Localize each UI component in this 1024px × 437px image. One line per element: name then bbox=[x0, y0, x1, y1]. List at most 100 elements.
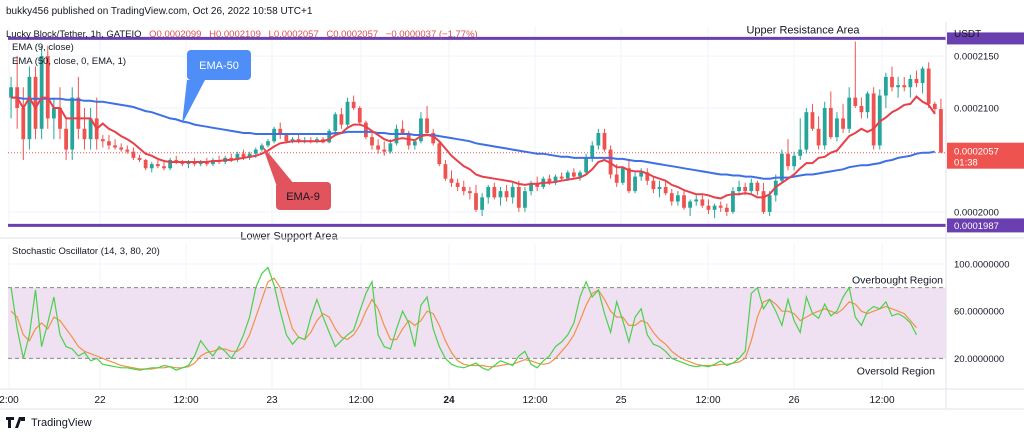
candle-body bbox=[259, 145, 264, 150]
candle-body bbox=[902, 85, 907, 88]
candle-body bbox=[76, 97, 81, 129]
candle-body bbox=[651, 180, 656, 190]
candle-body bbox=[327, 130, 332, 143]
currency-label: USDT bbox=[954, 29, 981, 40]
last-price-countdown: 01:38 bbox=[954, 158, 978, 169]
candle-body bbox=[792, 155, 797, 167]
candle-body bbox=[425, 118, 429, 133]
candle-body bbox=[113, 145, 117, 148]
candle-body bbox=[841, 118, 845, 129]
candle-body bbox=[290, 139, 295, 142]
upper-resistance-label: Upper Resistance Area bbox=[746, 24, 860, 36]
candle-body bbox=[859, 105, 864, 113]
ema9-callout-pointer bbox=[262, 145, 294, 184]
candle-body bbox=[767, 195, 772, 212]
candle-body bbox=[443, 164, 448, 179]
candle-body bbox=[100, 139, 105, 142]
stoch-band bbox=[8, 287, 946, 359]
footer[interactable]: TradingView bbox=[6, 414, 92, 432]
high-value: H0.0002109 bbox=[209, 29, 261, 40]
candle-body bbox=[388, 143, 393, 152]
candle-body bbox=[614, 174, 619, 183]
candle-body bbox=[186, 162, 191, 165]
footer-brand: TradingView bbox=[31, 417, 92, 429]
symbol-line: Lucky Block/Tether, 1h, GATEIO O0.000209… bbox=[6, 29, 478, 40]
ema9-line bbox=[11, 95, 936, 200]
candle-body bbox=[865, 93, 870, 113]
axes: 0.0002150 0.0002100 0.0002000 0.000205701:3… bbox=[0, 22, 1024, 410]
candle-body bbox=[724, 207, 729, 212]
candle-body bbox=[523, 191, 527, 208]
candle-body bbox=[168, 159, 173, 169]
candle-body bbox=[241, 153, 246, 158]
stoch-tick-label: 20.0000000 bbox=[954, 354, 1004, 365]
candle-body bbox=[351, 101, 356, 109]
candle-body bbox=[700, 199, 705, 206]
candle-body bbox=[835, 118, 839, 138]
lower-support-label: Lower Support Area bbox=[240, 230, 338, 242]
last-price-value: 0.0002057 bbox=[954, 147, 999, 158]
candle-body bbox=[627, 168, 631, 192]
candle-body bbox=[804, 112, 809, 150]
candle-body bbox=[58, 108, 62, 129]
candle-body bbox=[761, 191, 766, 212]
candle-body bbox=[9, 87, 13, 98]
candle-body bbox=[639, 172, 644, 177]
candle-body bbox=[559, 176, 564, 179]
candle-body bbox=[419, 118, 423, 142]
candle-body bbox=[939, 109, 943, 153]
candle-body bbox=[82, 128, 87, 140]
candle-body bbox=[211, 159, 215, 165]
candle-body bbox=[633, 176, 637, 192]
candle-body bbox=[718, 205, 723, 208]
tradingview-logo-icon bbox=[6, 417, 25, 428]
candle-body bbox=[431, 132, 436, 144]
candle-body bbox=[155, 164, 160, 167]
candle-body bbox=[296, 139, 301, 142]
time-tick-label: 2:00 bbox=[0, 395, 19, 406]
candle-body bbox=[143, 159, 148, 169]
candle-body bbox=[510, 186, 515, 198]
oversold-label: Oversold Region bbox=[857, 365, 935, 377]
close-value: C0.0002057 bbox=[326, 29, 378, 40]
candle-body bbox=[712, 205, 717, 210]
candle-body bbox=[737, 186, 741, 192]
candle-body bbox=[529, 182, 533, 192]
candle-body bbox=[553, 176, 558, 183]
candle-body bbox=[596, 132, 601, 146]
upper-zone-chip bbox=[947, 32, 1024, 45]
candle-body bbox=[198, 162, 203, 165]
candle-body bbox=[920, 68, 925, 84]
candle-body bbox=[51, 108, 56, 119]
time-tick-label: 12:00 bbox=[173, 395, 198, 406]
zones: Upper Resistance Area Lower Support Area bbox=[8, 24, 946, 242]
candle-body bbox=[504, 191, 509, 198]
time-tick-label: 12:00 bbox=[348, 395, 373, 406]
symbol-name: Lucky Block/Tether, 1h, GATEIO bbox=[6, 29, 142, 40]
candle-body bbox=[492, 186, 497, 198]
candle-body bbox=[853, 97, 858, 106]
candle-body bbox=[926, 68, 931, 104]
candle-body bbox=[204, 162, 209, 165]
candle-body bbox=[363, 122, 368, 138]
open-value: O0.0002099 bbox=[149, 29, 201, 40]
low-value: L0.0002057 bbox=[269, 29, 319, 40]
candle-body bbox=[27, 76, 32, 140]
ema50-callout-pointer bbox=[182, 80, 205, 124]
candle-body bbox=[119, 147, 124, 150]
ema9-callout-text: EMA-9 bbox=[286, 191, 320, 203]
candle-body bbox=[810, 112, 815, 129]
candle-body bbox=[315, 139, 319, 142]
candle-body bbox=[449, 178, 454, 183]
candle-body bbox=[162, 166, 166, 169]
ema50-callout-text: EMA-50 bbox=[199, 60, 239, 72]
candle-body bbox=[645, 172, 650, 181]
candle-body bbox=[822, 108, 827, 146]
ema9-legend: EMA (9, close) bbox=[12, 42, 74, 53]
ema9-callout-box bbox=[276, 182, 331, 210]
candle-body bbox=[486, 186, 491, 198]
candle-body bbox=[33, 76, 38, 129]
candle-body bbox=[847, 97, 852, 129]
candle-body bbox=[571, 172, 576, 177]
